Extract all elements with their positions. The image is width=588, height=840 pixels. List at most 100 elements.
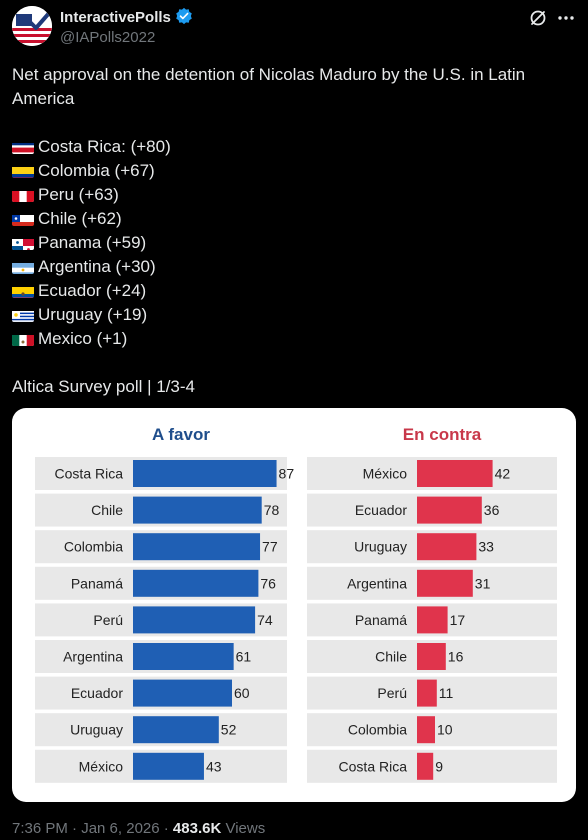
country-text: Costa Rica: (+80) [38,137,171,156]
bar [133,533,261,561]
author-handle[interactable]: @IAPolls2022 [60,29,156,46]
bar-charts: A favor Costa Rica 87 Chile 78 Colombia 77 Pana… [35,425,557,783]
source-line: Altica Survey poll | 1/3-4 [12,377,195,396]
bar [417,533,477,561]
grok-icon[interactable] [528,8,548,28]
more-icon[interactable] [556,8,576,28]
value-label: 36 [484,502,500,518]
bar [133,679,232,707]
category-label: Ecuador [355,502,407,518]
bar [133,752,204,780]
value-label: 61 [236,649,252,665]
country-line: Uruguay (+19) [12,303,572,327]
value-label: 76 [260,575,276,591]
category-label: Colombia [348,722,407,738]
chart-image[interactable]: A favor Costa Rica 87 Chile 78 Colombia 77 Pana… [12,408,576,802]
bar [417,752,434,780]
category-label: Colombia [64,539,123,555]
chart-title: A favor [152,425,210,444]
value-label: 77 [262,539,278,555]
value-label: 33 [478,539,494,555]
category-label: Panamá [71,575,123,591]
country-line: Peru (+63) [12,183,572,207]
country-line: Ecuador (+24) [12,279,572,303]
verified-badge-icon [176,7,192,25]
flag-argentina-icon [12,260,34,274]
category-label: México [363,466,408,482]
flag-chile-icon [12,212,34,226]
country-line: Colombia (+67) [12,159,572,183]
value-label: 87 [279,466,295,482]
value-label: 31 [475,575,491,591]
category-label: Uruguay [70,722,123,738]
category-label: Ecuador [71,685,123,701]
tweet-text: Net approval on the detention of Nicolas… [12,63,572,399]
country-text: Chile (+62) [38,209,122,228]
category-label: Perú [377,685,407,701]
bar [417,716,435,744]
bar [133,716,219,744]
flag-uruguay-icon [12,308,34,322]
value-label: 60 [234,685,250,701]
tweet-header: InteractivePolls @IAPolls2022 [12,6,576,50]
category-label: Costa Rica [339,758,408,774]
value-label: 78 [264,502,280,518]
category-label: Chile [375,649,407,665]
category-label: Argentina [63,649,123,665]
country-text: Colombia (+67) [38,161,155,180]
country-line: Chile (+62) [12,207,572,231]
country-list: Costa Rica: (+80) Colombia (+67) Peru (+63… [12,135,572,351]
value-label: 11 [439,685,454,701]
category-label: Perú [93,612,123,628]
country-line: Argentina (+30) [12,255,572,279]
value-label: 42 [495,466,511,482]
bar [417,643,446,670]
value-label: 16 [448,649,464,665]
bar [417,460,493,487]
tweet-footer: 7:36 PM · Jan 6, 2026 · 483.6K Views [12,820,265,837]
value-label: 43 [206,758,222,774]
flag-panama-icon [12,236,34,250]
bar [417,569,473,597]
country-text: Panama (+59) [38,233,147,252]
bar [417,606,448,634]
flag-mexico-icon [12,332,34,346]
country-text: Ecuador (+24) [38,281,147,300]
country-text: Uruguay (+19) [38,305,148,324]
flag-colombia-icon [12,164,34,178]
category-label: Uruguay [354,539,407,555]
bar [133,569,259,597]
views-label: Views [221,820,266,837]
chart-panel-1: En contra México 42 Ecuador 36 Uruguay 33 Argen… [307,425,557,783]
country-line: Costa Rica: (+80) [12,135,572,159]
value-label: 52 [221,722,237,738]
category-label: Chile [91,502,123,518]
chart-title: En contra [403,425,482,444]
avatar[interactable] [12,6,52,46]
country-line: Panama (+59) [12,231,572,255]
tweet-line: Net approval on the detention of Nicolas… [12,65,526,84]
bar [133,606,256,634]
blank-line [12,351,572,375]
country-text: Mexico (+1) [38,329,128,348]
timestamp[interactable]: 7:36 PM · Jan 6, 2026 · [12,820,173,837]
view-count[interactable]: 483.6K [172,820,222,837]
value-label: 10 [437,722,453,738]
bar [133,496,262,524]
blank-line [12,111,572,135]
bar [417,496,482,524]
country-text: Peru (+63) [38,185,119,204]
category-label: Argentina [347,575,407,591]
category-label: Costa Rica [55,466,124,482]
bar [133,643,234,670]
category-label: Panamá [355,612,407,628]
value-label: 17 [450,612,466,628]
flag-costa-rica-icon [12,140,34,154]
value-label: 9 [435,758,443,774]
category-label: México [79,758,124,774]
bar [133,460,277,487]
author-name[interactable]: InteractivePolls [60,9,171,26]
flag-peru-icon [12,188,34,202]
value-label: 74 [257,612,273,628]
bar [417,679,437,707]
